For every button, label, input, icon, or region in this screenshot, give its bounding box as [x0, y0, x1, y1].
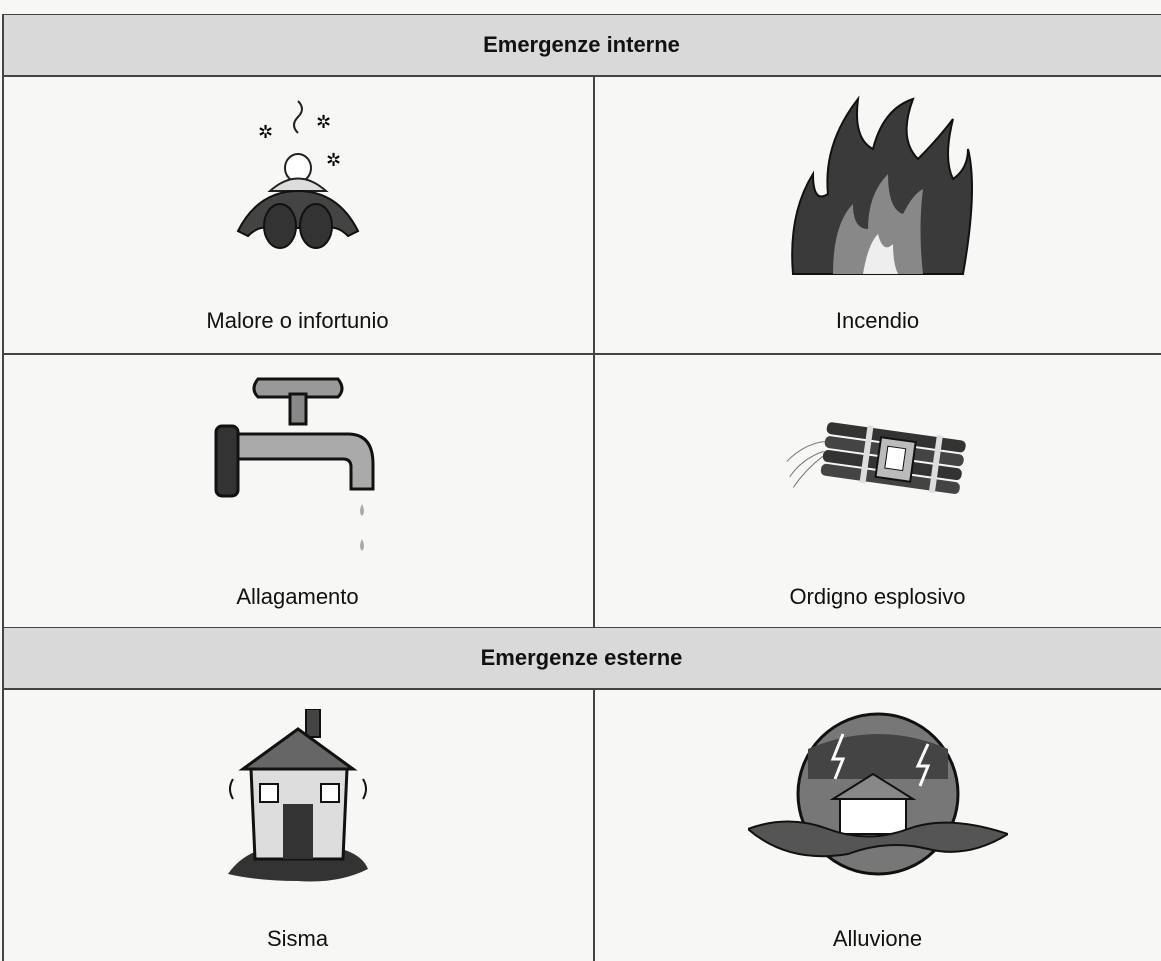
rule — [2, 14, 4, 961]
item-label: Allagamento — [236, 584, 359, 609]
rule — [2, 627, 1161, 629]
icon — [790, 95, 973, 275]
rule — [2, 353, 1161, 355]
item-label: Ordigno esplosivo — [789, 584, 966, 609]
icon — [785, 422, 966, 494]
icon: ✲ ✲ ✲ — [236, 100, 359, 249]
icon — [227, 709, 368, 882]
cell: Incendio — [594, 76, 1161, 353]
rule — [2, 688, 1161, 690]
item-label: Sisma — [266, 926, 329, 951]
section-title: Emergenze esterne — [2, 628, 1161, 688]
item-label: Malore o infortunio — [206, 308, 389, 333]
rule — [2, 14, 1161, 16]
cell: Ordigno esplosivo — [594, 354, 1161, 627]
icon — [747, 712, 1008, 876]
svg-text:✲: ✲ — [326, 150, 341, 170]
cell: Allagamento — [2, 354, 593, 627]
svg-text:✲: ✲ — [316, 112, 331, 132]
item-label: Incendio — [835, 308, 920, 333]
svg-text:✲: ✲ — [258, 122, 273, 142]
cell: Sisma — [2, 689, 593, 961]
section-title: Emergenze interne — [2, 15, 1161, 75]
item-label: Alluvione — [832, 926, 923, 951]
icon — [214, 377, 374, 551]
cell: Alluvione — [594, 689, 1161, 961]
rule — [593, 75, 595, 627]
cell: ✲ ✲ ✲ Malore o infortunio — [2, 76, 593, 353]
rule — [2, 75, 1161, 77]
rule — [593, 688, 595, 961]
